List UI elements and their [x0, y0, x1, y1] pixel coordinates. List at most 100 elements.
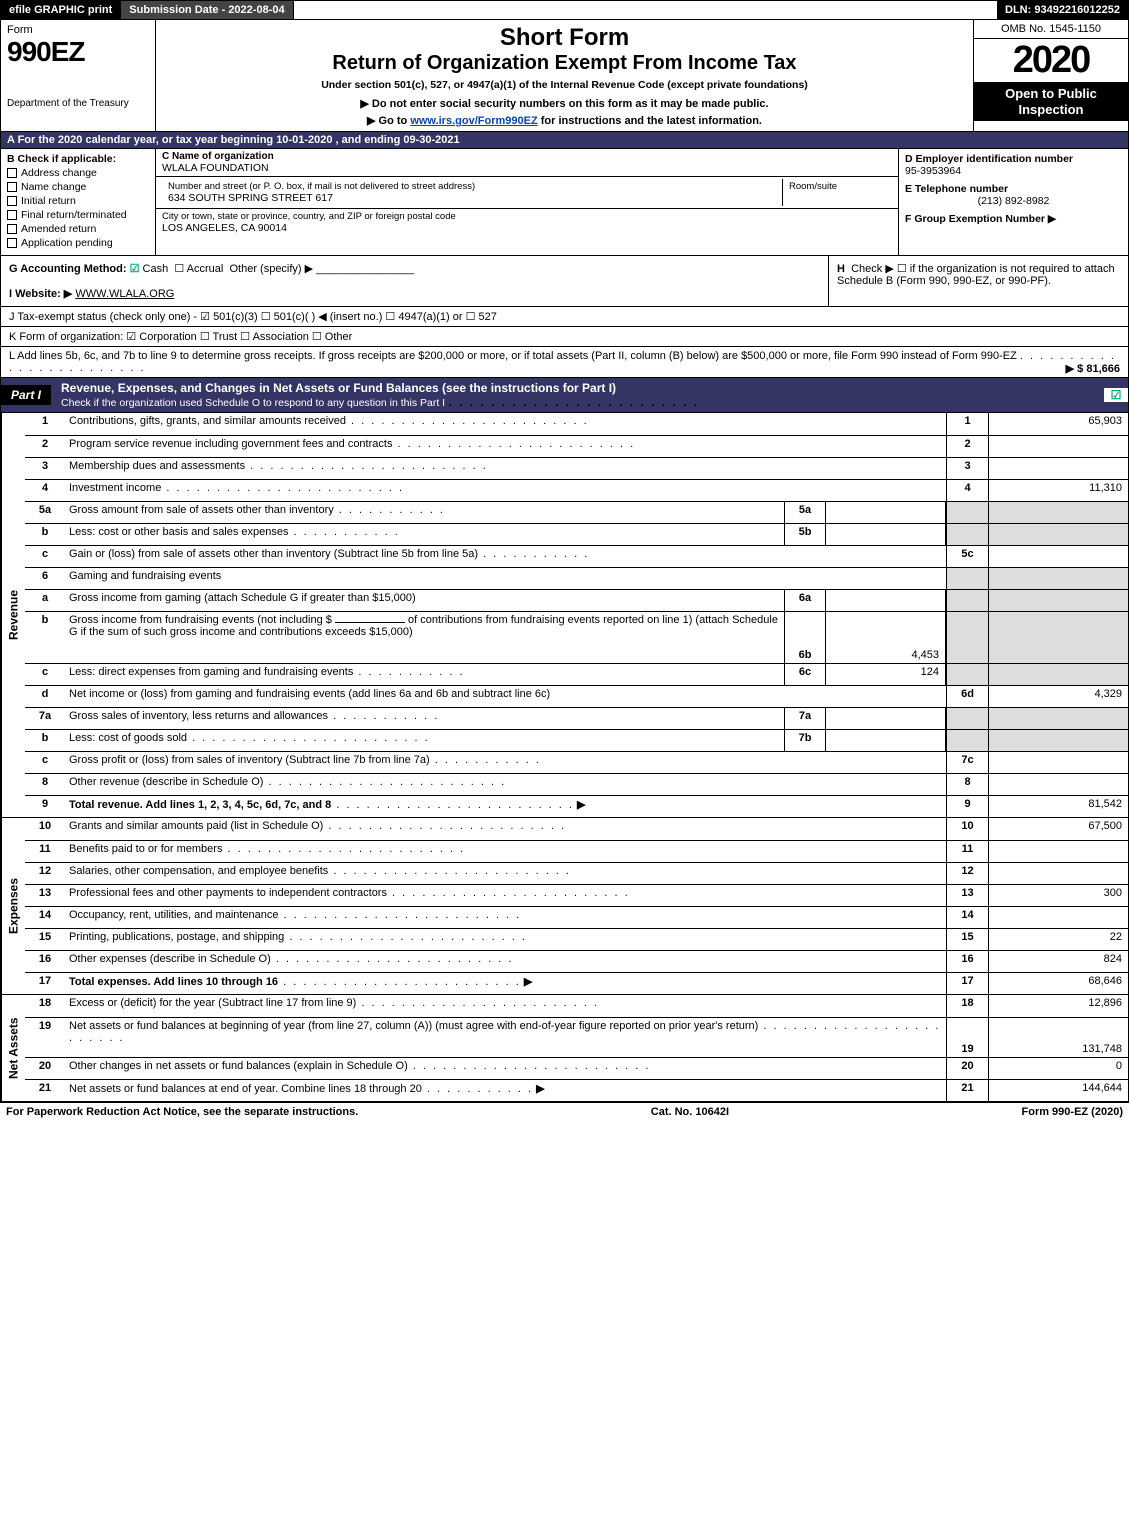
row-a-period: A For the 2020 calendar year, or tax yea…	[0, 132, 1129, 149]
line-20: 20 Other changes in net assets or fund b…	[25, 1057, 1128, 1079]
line-18: 18 Excess or (deficit) for the year (Sub…	[25, 995, 1128, 1017]
gross-receipts: ▶ $ 81,666	[1066, 362, 1120, 375]
line-6: 6 Gaming and fundraising events	[25, 567, 1128, 589]
ein-value: 95-3953964	[905, 165, 1122, 177]
line-16: 16 Other expenses (describe in Schedule …	[25, 950, 1128, 972]
form-header: Form 990EZ Department of the Treasury Sh…	[0, 20, 1129, 132]
amt-10: 67,500	[988, 818, 1128, 840]
ein-label: D Employer identification number	[905, 153, 1122, 165]
amt-6d: 4,329	[988, 686, 1128, 707]
entity-block: B Check if applicable: Address change Na…	[0, 149, 1129, 256]
line-3: 3 Membership dues and assessments 3	[25, 457, 1128, 479]
schedule-b-check: H Check ▶ ☐ if the organization is not r…	[828, 256, 1128, 306]
city-value: LOS ANGELES, CA 90014	[162, 222, 892, 234]
tax-year: 2020	[974, 39, 1128, 82]
checkbox-icon[interactable]	[7, 182, 17, 192]
line-12: 12 Salaries, other compensation, and emp…	[25, 862, 1128, 884]
amt-13: 300	[988, 885, 1128, 906]
revenue-lines: 1 Contributions, gifts, grants, and simi…	[25, 413, 1128, 817]
revenue-table: Revenue 1 Contributions, gifts, grants, …	[0, 413, 1129, 818]
checkbox-icon[interactable]	[7, 168, 17, 178]
gh-row: G Accounting Method: ☑ Cash ☐ Accrual Ot…	[0, 256, 1129, 307]
addr-value: 634 SOUTH SPRING STREET 617	[168, 192, 776, 204]
org-name-value: WLALA FOUNDATION	[162, 162, 892, 174]
amt-17: 68,646	[988, 973, 1128, 994]
amt-4: 11,310	[988, 480, 1128, 501]
line-4: 4 Investment income 4 11,310	[25, 479, 1128, 501]
amt-15: 22	[988, 929, 1128, 950]
row-l: L Add lines 5b, 6c, and 7b to line 9 to …	[0, 347, 1129, 378]
chk-address-change[interactable]: Address change	[7, 167, 149, 179]
efile-label[interactable]: efile GRAPHIC print	[1, 1, 121, 19]
line-5b: b Less: cost or other basis and sales ex…	[25, 523, 1128, 545]
subtitle-2: ▶ Do not enter social security numbers o…	[162, 97, 967, 110]
line-15: 15 Printing, publications, postage, and …	[25, 928, 1128, 950]
omb-number: OMB No. 1545-1150	[974, 20, 1128, 39]
accounting-method: G Accounting Method: ☑ Cash ☐ Accrual Ot…	[1, 256, 828, 306]
chk-name-change[interactable]: Name change	[7, 181, 149, 193]
department-label: Department of the Treasury	[7, 98, 149, 109]
revenue-vlabel: Revenue	[1, 413, 25, 817]
line-1: 1 Contributions, gifts, grants, and simi…	[25, 413, 1128, 435]
arrow-icon: ▶	[536, 1083, 544, 1095]
checkbox-icon[interactable]	[7, 224, 17, 234]
line-2: 2 Program service revenue including gove…	[25, 435, 1128, 457]
line-6c: c Less: direct expenses from gaming and …	[25, 663, 1128, 685]
header-middle: Short Form Return of Organization Exempt…	[156, 20, 973, 131]
amt-21: 144,644	[988, 1080, 1128, 1101]
paperwork-notice: For Paperwork Reduction Act Notice, see …	[6, 1106, 358, 1118]
checkbox-icon[interactable]	[7, 238, 17, 248]
return-title: Return of Organization Exempt From Incom…	[162, 52, 967, 75]
amt-19: 131,748	[988, 1018, 1128, 1057]
cat-no: Cat. No. 10642I	[651, 1106, 729, 1118]
amt-6c: 124	[826, 664, 946, 685]
page-footer: For Paperwork Reduction Act Notice, see …	[0, 1102, 1129, 1121]
column-b: B Check if applicable: Address change Na…	[1, 149, 156, 255]
row-j: J Tax-exempt status (check only one) - ☑…	[0, 307, 1129, 327]
website-value[interactable]: WWW.WLALA.ORG	[75, 288, 174, 300]
expenses-vlabel: Expenses	[1, 818, 25, 994]
line-7b: b Less: cost of goods sold 7b	[25, 729, 1128, 751]
chk-initial-return[interactable]: Initial return	[7, 195, 149, 207]
expenses-table: Expenses 10 Grants and similar amounts p…	[0, 818, 1129, 995]
chk-pending[interactable]: Application pending	[7, 237, 149, 249]
subtitle-3: ▶ Go to www.irs.gov/Form990EZ for instru…	[162, 114, 967, 127]
line-10: 10 Grants and similar amounts paid (list…	[25, 818, 1128, 840]
col-b-title: B Check if applicable:	[7, 153, 149, 165]
chk-final-return[interactable]: Final return/terminated	[7, 209, 149, 221]
line-21: 21 Net assets or fund balances at end of…	[25, 1079, 1128, 1101]
form-label: Form	[7, 24, 149, 36]
column-c: C Name of organization WLALA FOUNDATION …	[156, 149, 898, 255]
form-ref: Form 990-EZ (2020)	[1022, 1106, 1123, 1118]
checkbox-icon[interactable]	[7, 210, 17, 220]
tel-label: E Telephone number	[905, 183, 1122, 195]
part-i-tag: Part I	[1, 385, 51, 405]
irs-link[interactable]: www.irs.gov/Form990EZ	[410, 115, 537, 127]
check-icon: ☑	[130, 263, 140, 275]
line-8: 8 Other revenue (describe in Schedule O)…	[25, 773, 1128, 795]
line-17: 17 Total expenses. Add lines 10 through …	[25, 972, 1128, 994]
address-row: Number and street (or P. O. box, if mail…	[156, 177, 898, 209]
row-k: K Form of organization: ☑ Corporation ☐ …	[0, 327, 1129, 347]
arrow-icon: ▶	[524, 976, 532, 988]
dln-label: DLN: 93492216012252	[997, 1, 1128, 19]
chk-amended[interactable]: Amended return	[7, 223, 149, 235]
header-right: OMB No. 1545-1150 2020 Open to Public In…	[973, 20, 1128, 131]
netassets-table: Net Assets 18 Excess or (deficit) for th…	[0, 995, 1129, 1102]
submission-date: Submission Date - 2022-08-04	[121, 1, 293, 19]
open-public-label: Open to Public Inspection	[974, 82, 1128, 121]
part-i-header: Part I Revenue, Expenses, and Changes in…	[0, 378, 1129, 413]
amt-20: 0	[988, 1058, 1128, 1079]
subtitle-1: Under section 501(c), 527, or 4947(a)(1)…	[162, 79, 967, 91]
line-6a: a Gross income from gaming (attach Sched…	[25, 589, 1128, 611]
line-19: 19 Net assets or fund balances at beginn…	[25, 1017, 1128, 1057]
line-5a: 5a Gross amount from sale of assets othe…	[25, 501, 1128, 523]
room-label: Room/suite	[789, 181, 886, 192]
form-number: 990EZ	[7, 36, 149, 68]
arrow-icon: ▶	[577, 799, 585, 811]
org-name-cell: C Name of organization WLALA FOUNDATION	[156, 149, 898, 177]
checkbox-icon[interactable]	[7, 196, 17, 206]
amt-18: 12,896	[988, 995, 1128, 1017]
line-9: 9 Total revenue. Add lines 1, 2, 3, 4, 5…	[25, 795, 1128, 817]
amt-9: 81,542	[988, 796, 1128, 817]
